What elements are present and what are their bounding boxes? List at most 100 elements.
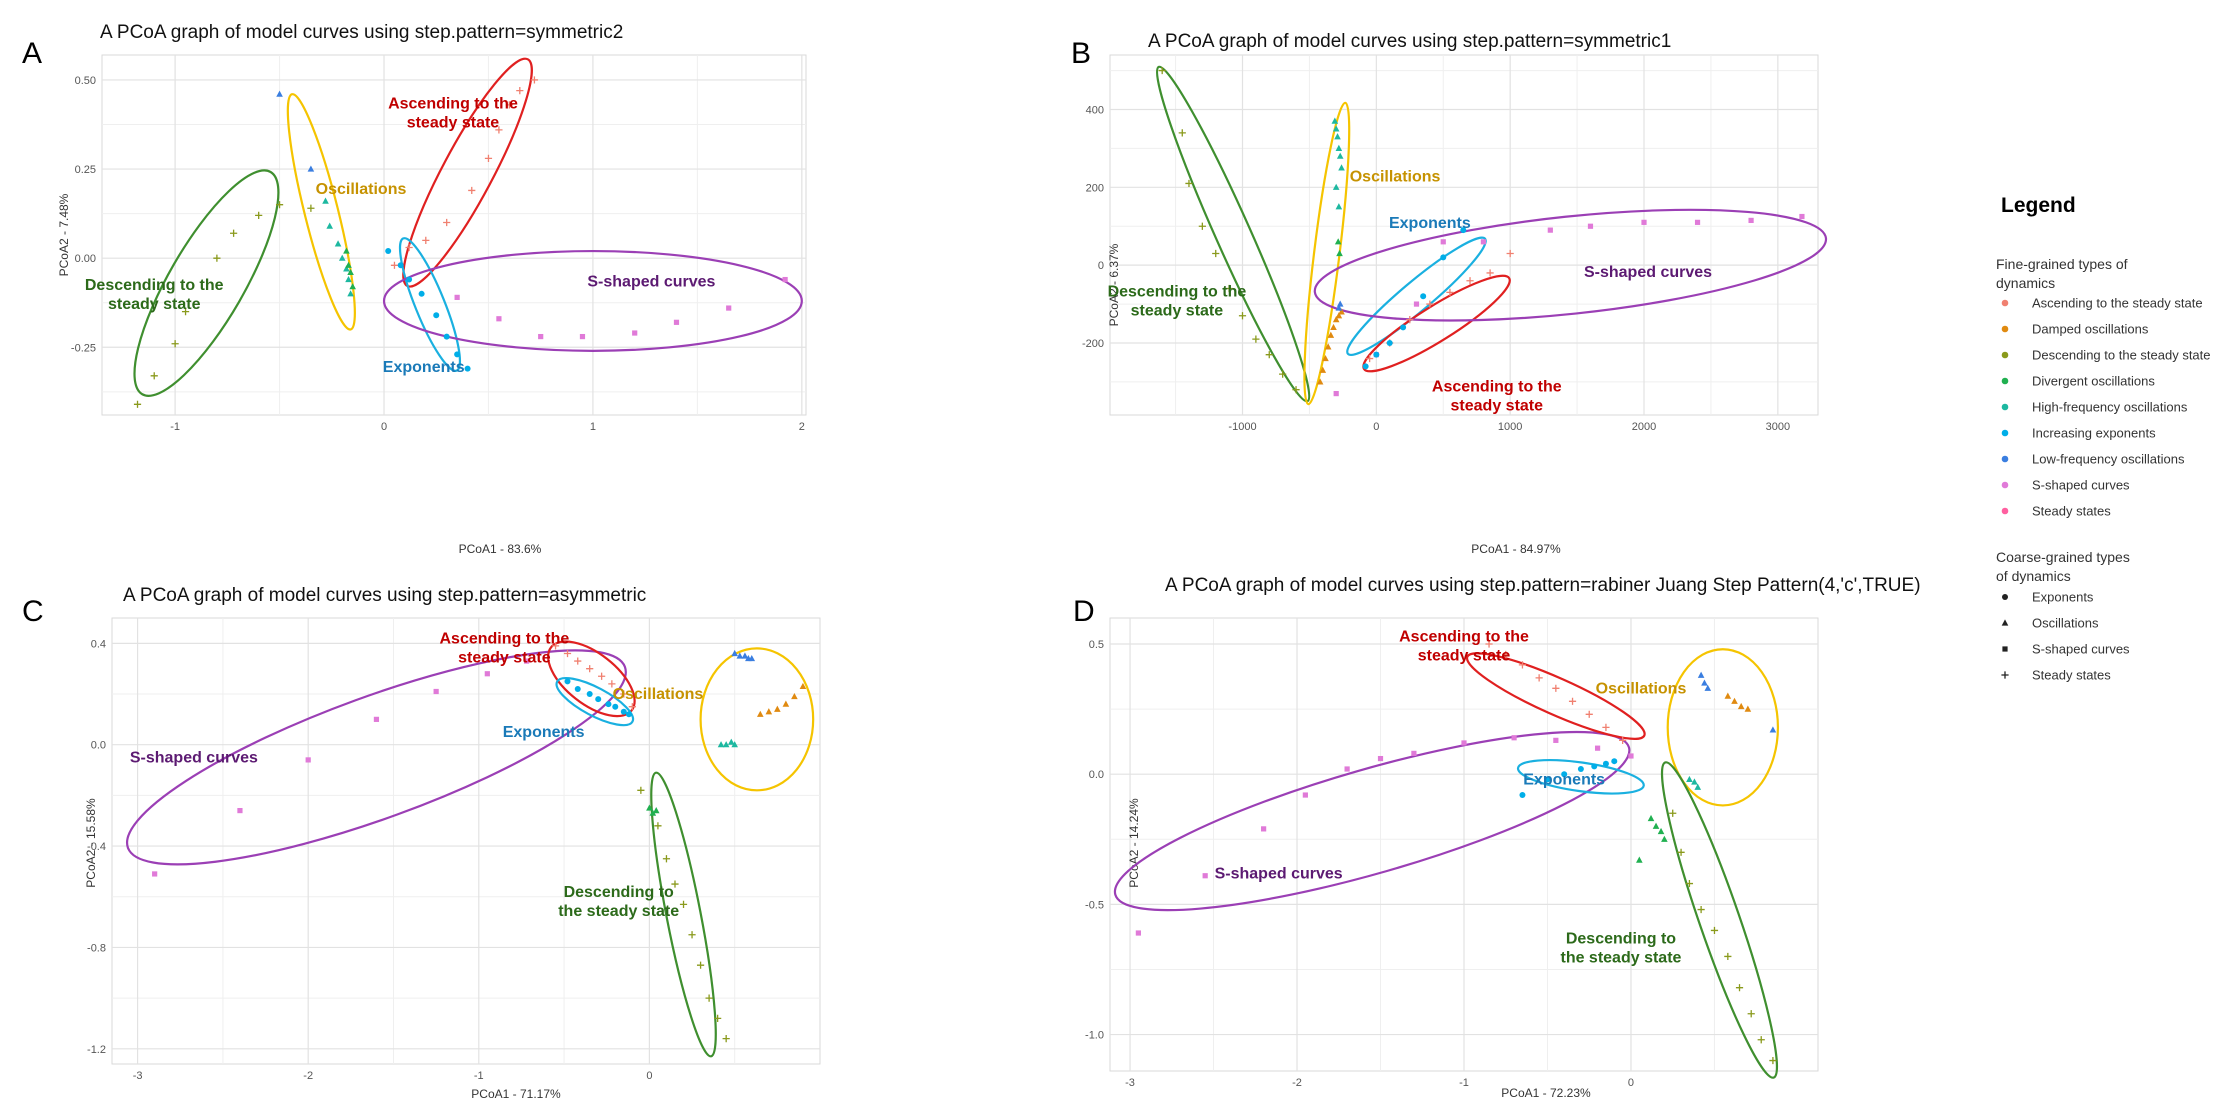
legend-swatch [2001,455,2009,463]
data-point [433,312,440,319]
series-exponents [1519,758,1618,799]
data-point [1362,363,1369,370]
data-point [595,696,602,703]
data-point [726,305,732,311]
x-axis-label: PCoA1 - 83.6% [459,542,542,556]
legend-item-label: Divergent oscillations [2032,374,2155,389]
legend-item-label: Oscillations [2032,616,2099,631]
legend-item-label: Increasing exponents [2032,426,2156,441]
legend-swatch [2001,299,2009,307]
data-point [1647,814,1655,822]
group-label: Exponents [1523,772,1605,789]
data-point [1731,697,1738,704]
data-point [605,701,612,708]
data-point [133,400,142,408]
data-point [1460,227,1467,234]
data-point [748,654,756,662]
group-label: Ascending to the [439,630,569,647]
data-point [1518,661,1527,669]
data-point [152,871,158,877]
y-tick-label: 0.0 [91,740,106,752]
data-point [1332,316,1340,323]
group-label: steady state [1451,398,1544,415]
data-point [1691,778,1698,785]
group-label: Descending to the [1108,283,1247,300]
series-descending-to-the-steady-state [1669,809,1777,1065]
ellipse-exponents [398,237,462,372]
data-point [343,265,350,272]
data-point [1426,300,1434,308]
data-point [637,786,645,794]
y-tick-label: 400 [1086,104,1104,116]
legend-item-label: S-shaped curves [2032,642,2130,657]
legend-shape [2001,671,2009,679]
y-tick-label: 0.00 [75,253,96,265]
x-tick-label: -1 [474,1070,484,1082]
series-exponents [564,678,632,718]
group-label: steady state [458,649,551,666]
data-point [405,243,413,252]
data-point [1737,702,1745,710]
data-point [722,1035,730,1043]
data-point [563,649,572,658]
data-point [1748,217,1754,224]
panel-b: B A PCoA graph of model curves using step… [1071,31,1828,556]
data-point [625,711,632,718]
data-point [1652,822,1660,829]
y-tick-label: -0.5 [1085,899,1104,911]
series-ascending-to-the-steady-state [1485,640,1627,744]
grid [112,618,820,1064]
y-tick-label: -0.8 [87,942,106,954]
x-tick-label: 1 [590,421,596,433]
legend-shape [2001,619,2009,626]
y-tick-label: 0.50 [75,75,96,87]
y-tick-label: -1.0 [1085,1030,1104,1042]
data-point [1535,674,1543,682]
series-descending-to-the-steady-state [1158,66,1300,394]
data-point [1735,984,1744,992]
ellipse-oscillations [699,647,815,792]
legend-swatch [2001,325,2009,333]
legend-item-label: Descending to the steady state [2032,348,2211,363]
legend-coarse-title-line-2: of dynamics [1996,568,2071,584]
data-point [673,319,680,325]
data-point [1400,324,1407,331]
data-point [150,372,158,380]
x-axis-label: PCoA1 - 71.17% [471,1087,561,1101]
group-label: Oscillations [316,181,407,198]
data-point [1135,930,1141,936]
series-exponents [1362,227,1467,370]
y-axis-label: PCoA2 - 14.24% [1127,798,1141,888]
legend-item-label: Ascending to the steady state [2032,296,2203,311]
series-exponents [385,248,471,372]
data-point [1333,390,1339,397]
panel-letter: B [1071,37,1091,70]
group-label: Descending to [564,884,674,901]
x-axis-label: PCoA1 - 84.97% [1471,542,1561,556]
data-point [230,229,238,237]
x-tick-label: -2 [303,1070,313,1082]
data-point [774,705,781,712]
data-point [1724,692,1732,699]
data-point [1561,771,1568,778]
series-oscillations-low-frequency [731,649,756,662]
data-point [1685,879,1694,888]
group-label: S-shaped curves [587,274,715,291]
data-point [1485,640,1493,648]
legend-item-label: Exponents [2032,590,2094,605]
y-tick-label: 200 [1086,182,1104,194]
ellipse-exponents [555,677,635,727]
data-point [564,678,571,685]
panel-c: C A PCoA graph of model curves using step… [22,585,821,1101]
data-point [688,931,696,939]
data-point [654,822,662,830]
data-point [1334,238,1342,245]
data-point [1212,249,1220,258]
series-oscillations-high-frequency [322,197,354,297]
data-point [385,248,392,255]
data-point [1406,316,1414,324]
data-point [1440,254,1447,261]
data-point [418,290,425,297]
data-point [1511,735,1517,741]
